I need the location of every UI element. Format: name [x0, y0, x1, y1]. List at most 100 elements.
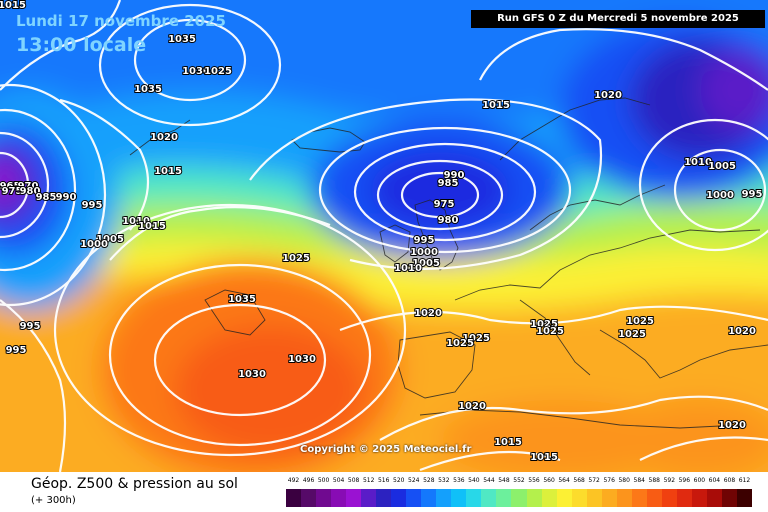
isobar-label: 985 — [438, 178, 459, 189]
isobar-label: 1010 — [684, 157, 712, 168]
isobar-label: 1015 — [482, 100, 510, 111]
legend-value: 592 — [663, 477, 676, 484]
isobar-label: 970 — [18, 181, 39, 192]
legend-value: 516 — [377, 477, 390, 484]
legend-value: 552 — [513, 477, 525, 484]
isobar-label: 1035 — [134, 84, 162, 95]
legend-swatch — [496, 489, 512, 507]
lead-time-label: (+ 300h) — [31, 495, 76, 506]
copyright-text: Copyright © 2025 Meteociel.fr — [300, 444, 472, 455]
isobar-label: 975 — [434, 199, 455, 210]
isobar-label: 1015 — [154, 166, 182, 177]
legend-value-labels: 492 496 500 504 508 512 516 520 524 528 532 536 540 5… — [286, 477, 752, 487]
weather-map: 1015 1035 1030 1025 1035 1020 1015 965 970 975 980… — [0, 0, 768, 472]
isobar-label: 985 — [36, 192, 57, 203]
legend-value: 532 — [438, 477, 450, 484]
isobar-label: 1020 — [458, 401, 486, 412]
legend-value: 500 — [317, 477, 330, 484]
isobar-label: 1005 — [412, 258, 440, 269]
legend-value: 560 — [543, 477, 555, 484]
legend-swatch — [376, 489, 392, 507]
legend-value: 572 — [588, 477, 600, 484]
isobar-label: 1010 — [122, 216, 150, 227]
legend-swatch — [556, 489, 572, 507]
legend-swatch — [661, 489, 677, 507]
legend-value: 600 — [693, 477, 706, 484]
legend-swatch — [676, 489, 692, 507]
isobar-label: 995 — [6, 345, 27, 356]
isobar-labels: 1015103510301025103510201015965970975980… — [0, 0, 763, 464]
legend-swatch — [601, 489, 617, 507]
legend-value: 584 — [633, 477, 645, 484]
legend-value: 520 — [393, 477, 405, 484]
isobar-label: 1025 — [462, 333, 490, 344]
legend-value: 608 — [723, 477, 736, 484]
legend-value: 508 — [347, 477, 360, 484]
legend-value: 496 — [302, 477, 315, 484]
isobar-label: 975 — [2, 186, 23, 197]
legend-swatch — [691, 489, 707, 507]
isobar-label: 995 — [414, 235, 435, 246]
isobar-label: 1015 — [530, 452, 558, 463]
isobar-label: 995 — [742, 189, 763, 200]
legend-swatch — [361, 489, 377, 507]
legend-swatch — [526, 489, 542, 507]
legend-swatch — [391, 489, 407, 507]
isobar-label: 1015 — [494, 437, 522, 448]
isobar-label: 1025 — [626, 316, 654, 327]
legend-value: 556 — [528, 477, 540, 484]
legend-value: 524 — [408, 477, 420, 484]
isobar-label: 1020 — [718, 420, 746, 431]
legend-swatch — [451, 489, 467, 507]
isobar-label: 1020 — [594, 90, 622, 101]
legend-value: 504 — [332, 477, 345, 484]
isobar-label: 1030 — [182, 66, 210, 77]
legend-swatch — [586, 489, 602, 507]
legend-swatch — [421, 489, 437, 507]
isobar-label: 1020 — [150, 132, 178, 143]
legend-swatch — [541, 489, 557, 507]
isobar-label: 1030 — [288, 354, 316, 365]
legend-value: 564 — [558, 477, 570, 484]
isobar-label: 1015 — [0, 0, 26, 11]
isobar-label: 1020 — [414, 308, 442, 319]
valid-date-label: Lundi 17 novembre 2025 — [16, 12, 226, 30]
legend-swatch — [631, 489, 647, 507]
isobar-label: 1025 — [282, 253, 310, 264]
legend-value: 568 — [573, 477, 585, 484]
isobar-label: 1005 — [708, 161, 736, 172]
isobar-label: 1025 — [530, 319, 558, 330]
legend-swatch — [571, 489, 587, 507]
geopotential-field — [0, 0, 768, 472]
legend-swatch — [286, 489, 302, 507]
legend-swatch — [646, 489, 662, 507]
legend-value: 536 — [453, 477, 465, 484]
legend-value: 576 — [603, 477, 615, 484]
legend-value: 612 — [738, 477, 751, 484]
legend-value: 580 — [618, 477, 630, 484]
color-scale — [286, 489, 752, 507]
map-canvas: 1015103510301025103510201015965970975980… — [0, 0, 768, 472]
isobar-label: 990 — [444, 170, 465, 181]
legend-swatch — [706, 489, 722, 507]
legend-swatch — [466, 489, 482, 507]
isobar-label: 990 — [56, 192, 77, 203]
isobar-label: 1010 — [394, 263, 422, 274]
isobar-label: 995 — [20, 321, 41, 332]
isobar-label: 1025 — [618, 329, 646, 340]
isobar-label: 1005 — [96, 234, 124, 245]
run-info-box: Run GFS 0 Z du Mercredi 5 novembre 2025 — [471, 10, 765, 28]
isobar-label: 1000 — [80, 239, 108, 250]
local-time-label: 13:00 locale — [16, 34, 147, 56]
legend-swatch — [616, 489, 632, 507]
isobar-label: 965 — [0, 181, 20, 192]
isobar-label: 1035 — [168, 34, 196, 45]
legend-swatch — [481, 489, 497, 507]
legend-value: 548 — [498, 477, 510, 484]
legend-swatch — [301, 489, 317, 507]
isobar-label: 1015 — [138, 221, 166, 232]
legend-value: 596 — [678, 477, 691, 484]
product-title: Géop. Z500 & pression au sol — [31, 476, 238, 492]
isobar-label: 1025 — [536, 326, 564, 337]
